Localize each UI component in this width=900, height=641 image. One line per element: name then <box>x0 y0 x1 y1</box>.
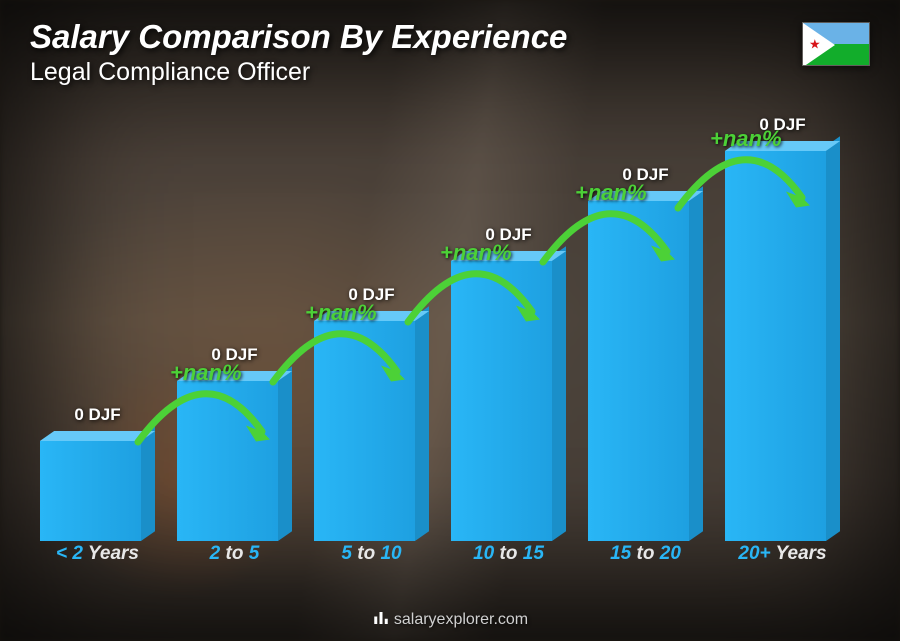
delta-label: +nan% <box>305 300 377 326</box>
bar-front <box>451 261 552 541</box>
bar-top <box>40 431 155 441</box>
bar-slot: 0 DJF <box>451 225 566 541</box>
x-axis-label: 10 to 15 <box>451 543 566 571</box>
bar <box>314 311 429 541</box>
bar-value-label: 0 DJF <box>74 405 120 425</box>
bar-front <box>314 321 415 541</box>
x-axis-label: < 2 Years <box>40 543 155 571</box>
x-axis-label: 5 to 10 <box>314 543 429 571</box>
bar <box>451 251 566 541</box>
country-flag: ★ <box>802 22 870 66</box>
bar <box>725 141 840 541</box>
bars-container: 0 DJF0 DJF0 DJF0 DJF0 DJF0 DJF <box>40 100 840 541</box>
bar-side <box>141 426 155 541</box>
x-axis: < 2 Years 2 to 5 5 to 10 10 to 15 15 to 20 20… <box>40 543 840 571</box>
delta-label: +nan% <box>170 360 242 386</box>
chart-title: Salary Comparison By Experience <box>30 18 870 56</box>
bar-slot: 0 DJF <box>588 165 703 541</box>
bar <box>40 431 155 541</box>
bar <box>177 371 292 541</box>
bar-slot: 0 DJF <box>725 115 840 541</box>
x-axis-label: 20+ Years <box>725 543 840 571</box>
bar-side <box>278 366 292 541</box>
chart-subtitle: Legal Compliance Officer <box>30 58 870 87</box>
bar-side <box>552 246 566 541</box>
x-axis-label: 15 to 20 <box>588 543 703 571</box>
flag-star: ★ <box>809 38 821 51</box>
bar-chart: 0 DJF0 DJF0 DJF0 DJF0 DJF0 DJF < 2 Years… <box>40 100 840 571</box>
footer: salaryexplorer.com <box>0 609 900 629</box>
bar-side <box>415 306 429 541</box>
bar-front <box>40 441 141 541</box>
delta-label: +nan% <box>575 180 647 206</box>
bar-front <box>725 151 826 541</box>
x-axis-label: 2 to 5 <box>177 543 292 571</box>
header: Salary Comparison By Experience Legal Co… <box>30 18 870 87</box>
logo-icon <box>372 609 390 627</box>
bar <box>588 191 703 541</box>
delta-label: +nan% <box>710 126 782 152</box>
bar-slot: 0 DJF <box>40 405 155 541</box>
bar-side <box>689 186 703 541</box>
bar-side <box>826 136 840 541</box>
footer-text: salaryexplorer.com <box>394 611 528 628</box>
bar-front <box>588 201 689 541</box>
bar-front <box>177 381 278 541</box>
delta-label: +nan% <box>440 240 512 266</box>
